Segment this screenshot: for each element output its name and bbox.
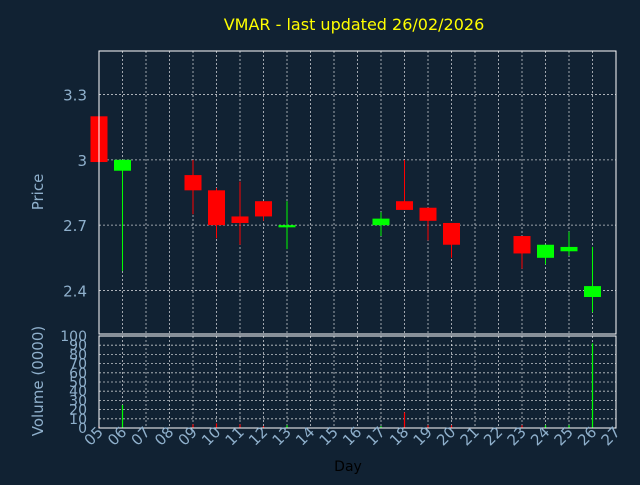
price-frame xyxy=(98,50,617,335)
candle-body xyxy=(278,225,296,228)
volume-tick-label: 60 xyxy=(69,366,87,382)
candle-body xyxy=(372,218,390,226)
x-tick-label: 16 xyxy=(339,423,365,449)
x-tick-label: 25 xyxy=(551,423,577,449)
x-tick-label: 15 xyxy=(316,423,342,449)
x-tick-label: 06 xyxy=(104,423,130,449)
x-axis-label: Day xyxy=(334,459,362,475)
candle-body xyxy=(584,286,601,297)
x-tick-label: 18 xyxy=(386,423,412,449)
x-tick-label: 14 xyxy=(292,423,318,449)
price-tick-label: 3 xyxy=(77,152,87,170)
x-tick-label: 11 xyxy=(222,423,248,449)
volume-tick-label: 0 xyxy=(78,421,87,437)
x-tick-label: 26 xyxy=(574,423,600,449)
x-tick-label: 12 xyxy=(245,423,271,449)
x-tick-label: 13 xyxy=(269,423,295,449)
candle-body xyxy=(208,190,225,226)
volume-axis-label: Volume (0000) xyxy=(29,326,47,436)
x-tick-label: 10 xyxy=(198,423,224,449)
candle-body xyxy=(537,244,554,258)
x-tick-label: 23 xyxy=(504,423,530,449)
candle-body xyxy=(513,236,531,254)
x-tick-label: 07 xyxy=(128,423,154,449)
candle-body xyxy=(255,201,272,217)
chart-title: VMAR - last updated 26/02/2026 xyxy=(224,15,485,34)
volume-tick-label: 30 xyxy=(69,393,87,409)
volume-tick-label: 40 xyxy=(69,384,87,400)
candle-body xyxy=(419,207,437,221)
price-tick-label: 2.7 xyxy=(63,217,87,235)
volume-tick-label: 70 xyxy=(69,357,87,373)
volume-tick-label: 50 xyxy=(69,375,87,391)
price-tick-label: 3.3 xyxy=(63,87,87,105)
price-panel: 2.4 2.7 3 3.3 xyxy=(63,50,617,335)
x-tick-label: 21 xyxy=(457,423,483,449)
x-tick-label: 17 xyxy=(363,423,389,449)
candle-body xyxy=(184,175,202,191)
x-tick-label: 24 xyxy=(527,423,553,449)
candle-body xyxy=(396,201,413,210)
x-tick-label: 27 xyxy=(598,423,624,449)
x-tick-label: 08 xyxy=(151,423,177,449)
candle-body xyxy=(560,246,578,252)
volume-tick-label: 10 xyxy=(69,412,87,428)
volume-tick-label: 100 xyxy=(60,329,87,345)
volume-tick-label: 80 xyxy=(69,347,87,363)
x-tick-label: 22 xyxy=(480,423,506,449)
volume-tick-label: 90 xyxy=(69,338,87,354)
x-tick-label: 09 xyxy=(175,423,201,449)
volume-tick-label: 20 xyxy=(69,403,87,419)
candle-body xyxy=(443,222,460,245)
price-axis-label: Price xyxy=(29,174,47,211)
volume-frame xyxy=(98,335,617,429)
x-tick-label: 20 xyxy=(433,423,459,449)
x-tick-label: 19 xyxy=(410,423,436,449)
candle-body xyxy=(231,216,249,223)
candle-body xyxy=(114,159,131,171)
x-axis-ticks: 0506070809101112131415161718192021222324… xyxy=(81,423,624,449)
price-tick-label: 2.4 xyxy=(63,282,87,300)
